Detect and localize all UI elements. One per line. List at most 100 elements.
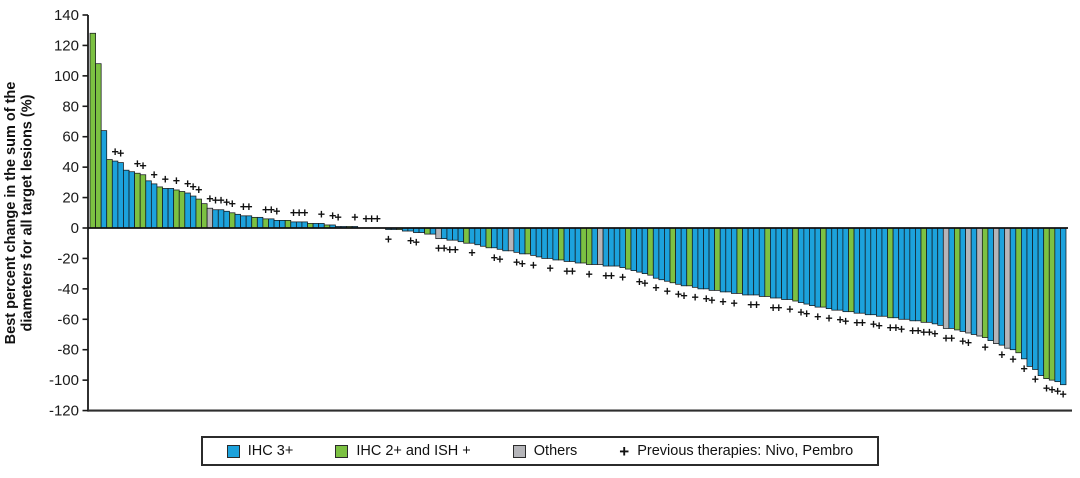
prior-therapy-marker: + — [368, 212, 375, 226]
legend-label-others: Others — [533, 443, 578, 459]
prior-therapy-marker: + — [335, 210, 342, 224]
prior-therapy-marker: + — [245, 200, 252, 214]
bar — [1060, 227, 1067, 386]
prior-therapy-marker: + — [452, 243, 459, 257]
bar — [474, 227, 481, 246]
bar — [290, 221, 297, 229]
prior-therapy-marker: + — [636, 275, 643, 289]
y-tick-label: -100 — [49, 372, 79, 389]
bar — [123, 169, 130, 229]
legend: IHC 3+ IHC 2+ and ISH + Others + Previou… — [0, 436, 1080, 466]
bar — [435, 227, 442, 240]
y-tick-label: -60 — [57, 311, 79, 328]
bar — [942, 227, 950, 329]
prior-therapy-marker: + — [569, 264, 576, 278]
prior-therapy-marker: + — [513, 255, 520, 269]
bar — [1015, 227, 1022, 354]
bar — [809, 227, 816, 306]
prior-therapy-marker: + — [691, 290, 698, 304]
prior-therapy-marker: + — [1043, 382, 1050, 396]
bar — [652, 227, 660, 279]
bar — [842, 227, 849, 313]
prior-therapy-marker: + — [150, 168, 157, 182]
prior-therapy-marker: + — [664, 284, 671, 298]
bar — [742, 227, 749, 296]
bar — [686, 227, 693, 287]
bar — [268, 218, 275, 229]
prior-therapy-marker: + — [318, 207, 325, 221]
bar — [887, 227, 894, 319]
bar — [234, 213, 241, 229]
bar — [825, 227, 833, 310]
prior-therapy-marker: + — [942, 331, 949, 345]
bar — [870, 227, 877, 316]
bar — [519, 227, 526, 255]
prior-therapy-marker: + — [407, 234, 414, 248]
bar — [636, 227, 643, 273]
bar — [156, 186, 163, 229]
bar — [613, 227, 621, 267]
bar — [546, 227, 554, 259]
bar — [440, 227, 448, 240]
bar — [987, 227, 994, 341]
bar — [647, 227, 654, 276]
prior-therapy-marker: + — [206, 192, 213, 206]
prior-therapy-marker: + — [385, 233, 392, 247]
bar — [580, 227, 587, 264]
prior-therapy-marker: + — [608, 269, 615, 283]
bar — [814, 227, 821, 308]
prior-therapy-marker: + — [703, 292, 710, 306]
prior-therapy-marker: + — [530, 258, 537, 272]
bar — [301, 221, 308, 229]
prior-therapy-marker: + — [223, 195, 230, 209]
prior-therapy-marker: + — [1021, 362, 1028, 376]
prior-therapy-marker: + — [926, 325, 933, 339]
y-tick-label: 140 — [54, 7, 79, 24]
prior-therapy-marker: + — [1048, 383, 1055, 397]
bar — [468, 227, 476, 244]
prior-therapy-marker: + — [351, 210, 358, 224]
y-tick-label: 100 — [54, 68, 79, 85]
bar — [853, 227, 861, 314]
prior-therapy-marker: + — [212, 194, 219, 208]
bar — [1021, 227, 1028, 360]
legend-label-ihc3: IHC 3+ — [247, 443, 294, 459]
bar — [753, 227, 760, 296]
others-swatch-icon — [512, 444, 526, 458]
bar — [625, 227, 632, 270]
y-axis-title-line1: Best percent change in the sum of the — [3, 82, 19, 345]
prior-therapy-marker: + — [652, 281, 659, 295]
bar — [229, 212, 236, 229]
prior-therapy-marker: + — [753, 298, 760, 312]
prior-therapy-marker: + — [931, 327, 938, 341]
bar — [747, 227, 755, 296]
bar — [970, 227, 978, 335]
waterfall-chart: Best percent change in the sum of the di… — [3, 7, 1072, 420]
prior-therapy-marker: + — [468, 246, 475, 260]
bar — [223, 210, 230, 229]
bar — [111, 160, 119, 229]
bar — [608, 227, 615, 267]
prior-therapy-marker: + — [898, 322, 905, 336]
bar — [937, 227, 944, 326]
prior-therapy-marker: + — [786, 303, 793, 317]
bar — [284, 220, 292, 229]
bar — [719, 227, 727, 293]
bar — [513, 227, 520, 253]
bar — [926, 227, 933, 323]
bar — [262, 218, 269, 229]
therapy-markers-group: +++++ + + ++++++++ ++ +++ +++ + ++ + ++++ ++ ++++ + ++… — [111, 145, 1066, 402]
prior-therapy-marker: + — [295, 206, 302, 220]
prior-therapy-marker: + — [981, 341, 988, 355]
bar — [457, 227, 465, 243]
prior-therapy-marker: + — [859, 316, 866, 330]
bar — [998, 227, 1006, 346]
bar — [864, 227, 872, 316]
legend-item-ihc3: IHC 3+ — [226, 443, 294, 459]
bar — [117, 162, 124, 229]
bar — [184, 192, 191, 229]
prior-therapy-marker: + — [374, 212, 381, 226]
prior-therapy-marker: + — [111, 145, 118, 159]
prior-therapy-marker: + — [217, 194, 224, 208]
